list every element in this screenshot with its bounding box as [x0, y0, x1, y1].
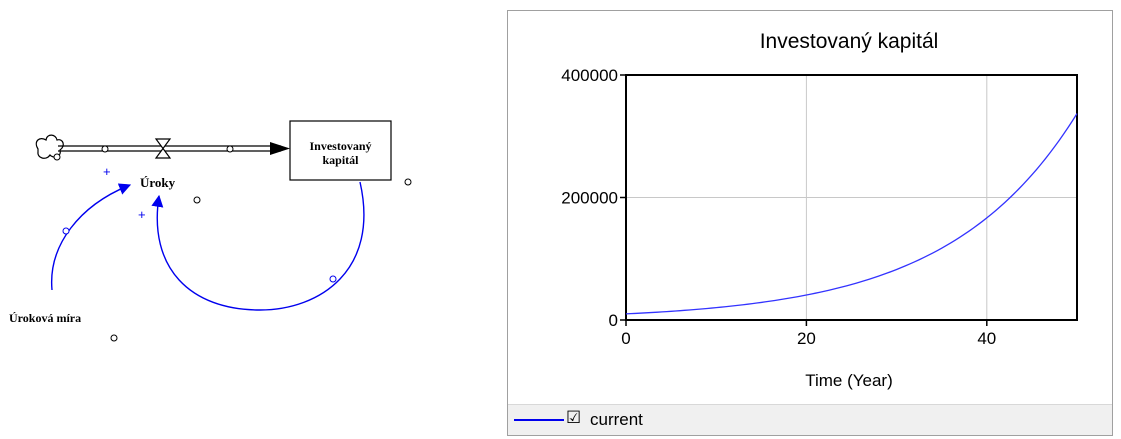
link-rate-to-interest[interactable] — [51, 183, 132, 291]
flow-handle-right[interactable] — [226, 145, 234, 153]
stock-box[interactable] — [289, 120, 392, 181]
link-capital-handle[interactable] — [329, 275, 337, 283]
valve-icon[interactable] — [154, 138, 172, 159]
x-axis-label: Time (Year) — [805, 371, 893, 390]
series-layer — [625, 113, 1078, 315]
link-rate-handle[interactable] — [62, 227, 70, 235]
cloud-source-icon[interactable] — [35, 134, 64, 159]
chart-svg: Investovaný kapitál 0 20 40 0 200000 400000 T… — [561, 30, 1078, 390]
chart-panel[interactable]: Investovaný kapitál 0 20 40 0 200000 400000 T… — [507, 10, 1113, 436]
x-tick-label: 20 — [797, 329, 816, 348]
flow-label-handle[interactable] — [193, 196, 201, 204]
legend-bar: ☑ current — [508, 404, 1112, 435]
x-tick-label: 40 — [977, 329, 996, 348]
legend-line-swatch — [514, 419, 564, 421]
chart-title: Investovaný kapitál — [760, 30, 939, 53]
link-capital-to-interest[interactable] — [151, 181, 365, 311]
polarity-plus-1: + — [103, 164, 111, 179]
legend-label-current[interactable]: current — [590, 410, 643, 429]
flow-handle-left[interactable] — [101, 145, 109, 153]
flow-label-uroky[interactable]: Úroky — [140, 175, 176, 190]
polarity-plus-2: + — [138, 207, 146, 222]
aux-handle[interactable] — [110, 334, 118, 342]
x-tick-label: 0 — [621, 329, 630, 348]
y-tick-label: 400000 — [561, 66, 618, 85]
aux-label-urokova-mira[interactable]: Úroková míra — [9, 311, 81, 325]
flow-pipe[interactable] — [58, 142, 290, 155]
y-tick-label: 0 — [609, 311, 618, 330]
series-line-current[interactable] — [625, 113, 1078, 315]
y-tick-label: 200000 — [561, 189, 618, 208]
stock-flow-diagram: Úroky Investovaný kapitál + + Úroková mí… — [9, 120, 412, 342]
grid-layer — [626, 75, 1077, 320]
tick-layer: 0 20 40 0 200000 400000 — [561, 66, 996, 348]
stock-label-line1: Investovaný — [309, 139, 371, 153]
cloud-handle[interactable] — [53, 153, 61, 161]
legend-checkbox[interactable]: ☑ — [566, 408, 582, 427]
stock-handle[interactable] — [404, 178, 412, 186]
stock-label-line2: kapitál — [322, 153, 359, 167]
